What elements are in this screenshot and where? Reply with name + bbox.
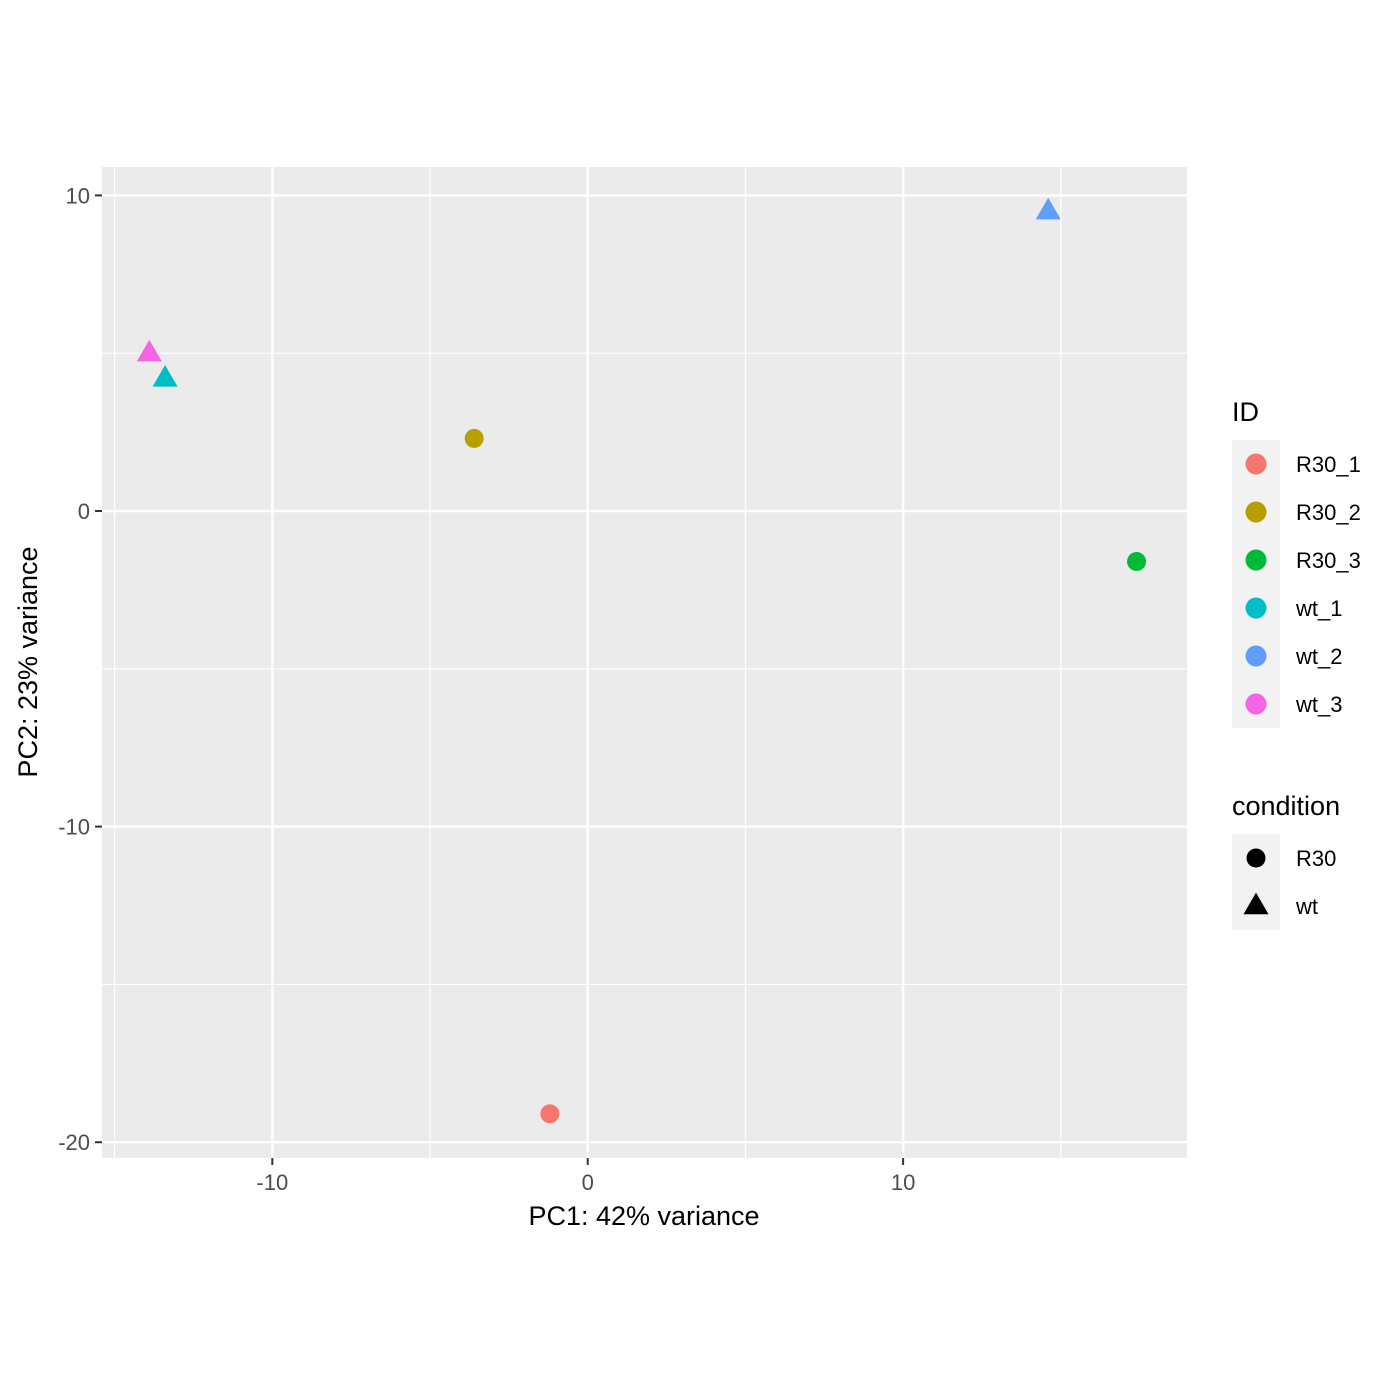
legend-id-key-wt-2 xyxy=(1245,645,1267,667)
legend-id-key-r30-3 xyxy=(1245,549,1267,571)
data-point-r30-1 xyxy=(540,1104,560,1124)
legend-condition-key-circle-icon xyxy=(1246,848,1266,868)
legend-id-key-r30-1 xyxy=(1245,453,1267,475)
data-point-wt-3 xyxy=(136,339,162,362)
y-tick-label: -10 xyxy=(58,815,90,840)
x-tick-label: 0 xyxy=(582,1170,594,1195)
y-tick-label: 0 xyxy=(78,499,90,524)
y-tick-label: 10 xyxy=(66,183,90,208)
legend-id-key-wt-3 xyxy=(1245,693,1267,715)
legend-condition-key-triangle-icon xyxy=(1243,892,1269,915)
data-point-r30-3 xyxy=(1127,552,1147,572)
major-grid xyxy=(102,167,1187,1158)
y-axis-tick-labels: 10 0 -10 -20 xyxy=(58,183,90,1155)
legend-id-label: R30_2 xyxy=(1296,500,1361,525)
data-points xyxy=(136,197,1147,1124)
legend-id-label: wt_3 xyxy=(1295,692,1342,717)
y-tick-label: -20 xyxy=(58,1130,90,1155)
legend-id-key-r30-2 xyxy=(1245,501,1267,523)
legend-id-label: wt_1 xyxy=(1295,596,1342,621)
data-point-r30-2 xyxy=(464,428,484,448)
legend-id-key-wt-1 xyxy=(1245,597,1267,619)
x-axis-tick-labels: -10 0 10 xyxy=(256,1170,915,1195)
legend-condition-key-background xyxy=(1232,834,1280,930)
legend-id-label: R30_3 xyxy=(1296,548,1361,573)
legend-condition: condition R30 wt xyxy=(1232,791,1340,930)
legend-condition-label: R30 xyxy=(1296,846,1336,871)
legend-id-key-background xyxy=(1232,440,1280,728)
x-tick-label: -10 xyxy=(256,1170,288,1195)
legend-id-title: ID xyxy=(1232,397,1259,427)
legend-id-label: R30_1 xyxy=(1296,452,1361,477)
data-point-wt-2 xyxy=(1035,197,1061,220)
plot-panel xyxy=(102,167,1187,1158)
x-tick-label: 10 xyxy=(891,1170,915,1195)
axis-ticks xyxy=(95,194,905,1165)
legend-condition-title: condition xyxy=(1232,791,1340,821)
legend-id-label: wt_2 xyxy=(1295,644,1342,669)
minor-grid xyxy=(102,167,1187,1158)
data-point-wt-1 xyxy=(152,365,178,387)
y-axis-title: PC2: 23% variance xyxy=(13,546,43,777)
x-axis-title: PC1: 42% variance xyxy=(528,1201,759,1231)
legend-id: ID R30_1 R30_2 R30_3 wt_1 wt_2 wt_3 xyxy=(1232,397,1361,728)
legend-condition-label: wt xyxy=(1295,894,1318,919)
